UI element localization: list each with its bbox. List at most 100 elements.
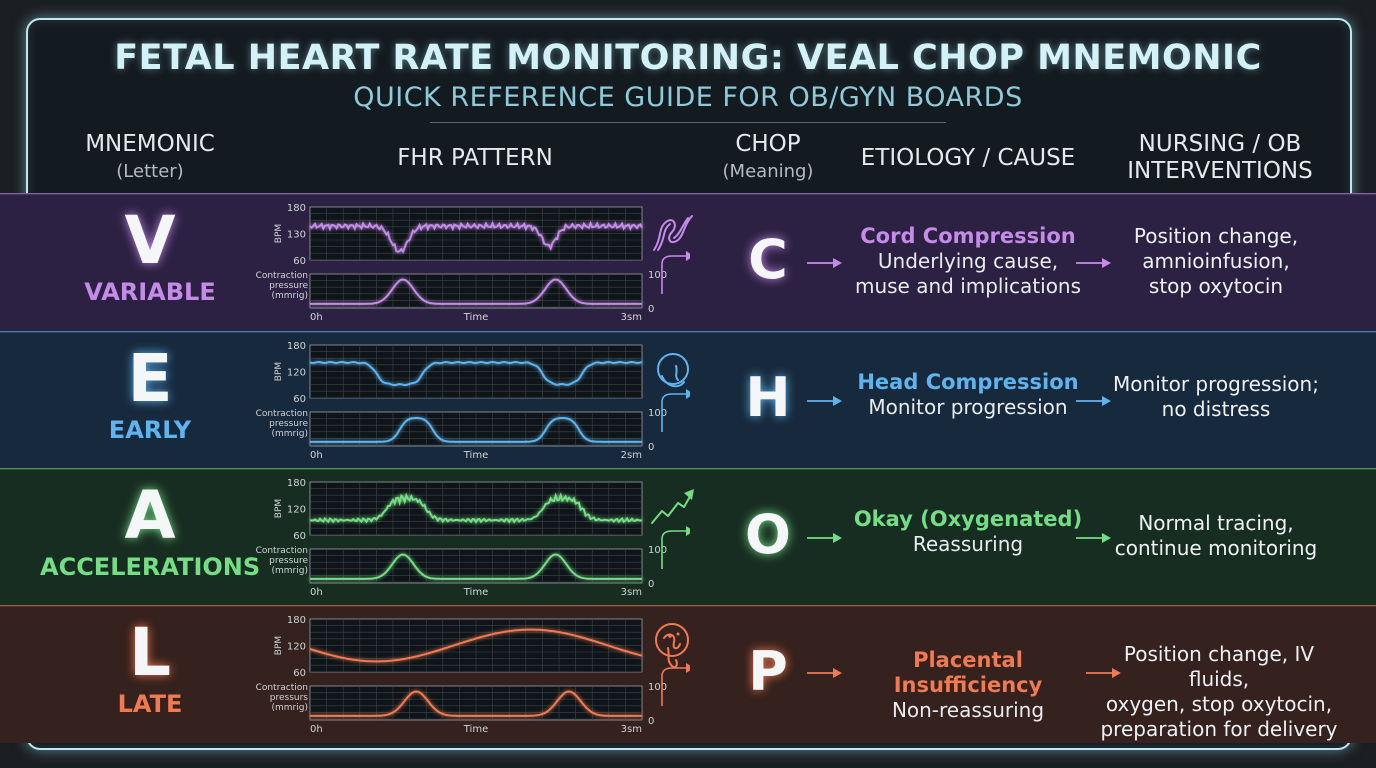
fhr-tick-label: 120	[287, 642, 306, 653]
time-start-label: 0h	[310, 312, 323, 323]
mnemonic-row-accelerations: A ACCELERATIONS 180 120 60 BPM Contraction pres…	[0, 468, 1376, 606]
time-axis-label: Time	[463, 724, 488, 735]
toco-tick-label: 0	[648, 304, 654, 315]
intervention-line: Position change,	[1133, 224, 1299, 248]
intervention-line: Position change, IV fluids,	[1123, 642, 1315, 691]
interventions-cell: Position change, amnioinfusion, stop oxyto…	[1096, 224, 1336, 299]
pattern-icon-wrap	[648, 208, 698, 262]
toco-tick-label: 100	[648, 270, 667, 281]
header-mnemonic-sub: (Letter)	[116, 161, 184, 182]
intervention-line: no distress	[1161, 397, 1271, 421]
connector-arrow	[661, 393, 686, 432]
mnemonic-row-early: E EARLY 180 120 60 BPM Contraction pressure (mmr…	[0, 331, 1376, 469]
time-start-label: 0h	[310, 724, 323, 735]
time-start-label: 0h	[310, 450, 323, 461]
bpm-axis-label: BPM	[274, 499, 284, 518]
etiology-cell: Cord Compression Underlying cause, muse an…	[846, 224, 1090, 299]
intervention-line: stop oxytocin	[1148, 274, 1284, 298]
arrow-to-etiology	[807, 533, 842, 543]
contraction-axis-label: pressure	[269, 419, 308, 429]
contraction-axis-label: (mmrig)	[272, 703, 308, 713]
fhr-trace-line	[309, 220, 643, 254]
bpm-axis-label: BPM	[274, 362, 284, 381]
etiology-cell: Head Compression Monitor progression	[846, 370, 1090, 420]
mnemonic-row-late: L LATE 180 120 60 BPM Contraction pressurs (mmri…	[0, 605, 1376, 743]
arrow-to-etiology	[807, 258, 842, 268]
placenta-icon	[655, 623, 689, 669]
contraction-axis-label: Contraction	[256, 546, 308, 556]
arrow-to-etiology	[807, 396, 842, 406]
fhr-tick-label: 60	[293, 668, 306, 679]
header-etiology: ETIOLOGY / CAUSE	[860, 145, 1076, 171]
header-mnemonic-label: MNEMONIC	[85, 131, 215, 157]
contraction-trace-line	[310, 553, 642, 580]
contraction-axis-label: Contraction	[256, 683, 308, 693]
etiology-cause: Cord Compression	[860, 224, 1076, 248]
page-subtitle: QUICK REFERENCE GUIDE FOR OB/GYN BOARDS	[353, 82, 1023, 113]
contraction-axis-label: (mmrig)	[272, 291, 308, 301]
intervention-line: amnioinfusion,	[1142, 249, 1290, 273]
header-fhr-pattern: FHR PATTERN	[397, 145, 553, 171]
interventions-cell: Normal tracing, continue monitoring	[1096, 511, 1336, 561]
time-axis-label: Time	[463, 587, 488, 598]
fhr-tick-label: 180	[287, 203, 306, 214]
mnemonic-word: EARLY	[108, 416, 192, 444]
fhr-tick-label: 130	[287, 230, 306, 241]
page-title: FETAL HEART RATE MONITORING: VEAL CHOP M…	[114, 38, 1262, 78]
pattern-icon-wrap	[648, 483, 698, 537]
chop-letter: O	[745, 503, 791, 566]
header-nursing: NURSING / OB INTERVENTIONS	[1110, 131, 1330, 185]
pattern-icon-wrap	[648, 620, 698, 674]
contraction-axis-label: Contraction	[256, 409, 308, 419]
header-chop-label: CHOP	[735, 131, 801, 157]
arrow-to-interventions	[1076, 258, 1111, 268]
time-axis-label: Time	[463, 312, 488, 323]
pattern-icon-wrap	[648, 346, 698, 400]
fhr-tick-label: 120	[287, 368, 306, 379]
toco-tick-label: 100	[648, 408, 667, 419]
header-mnemonic: MNEMONIC (Letter)	[60, 131, 240, 185]
fhr-tick-label: 60	[293, 531, 306, 542]
header-chop-sub: (Meaning)	[722, 161, 814, 182]
intervention-line: continue monitoring	[1114, 536, 1318, 560]
intervention-line: oxygen, stop oxytocin,	[1105, 692, 1333, 716]
trend-up-arrow-icon	[651, 489, 694, 524]
contraction-trace-line	[310, 417, 642, 443]
interventions-cell: Position change, IV fluids, oxygen, stop …	[1098, 642, 1340, 742]
etiology-cause: Head Compression	[857, 370, 1079, 394]
mnemonic-word: ACCELERATIONS	[40, 553, 261, 581]
contraction-axis-label: pressure	[269, 556, 308, 566]
bpm-axis-label: BPM	[274, 636, 284, 655]
etiology-cell: Okay (Oxygenated) Reassuring	[846, 507, 1090, 557]
fetal-head-icon	[657, 353, 689, 388]
connector-arrow	[661, 667, 686, 706]
etiology-detail: Non-reassuring	[891, 698, 1045, 722]
time-end-label: 3sm	[621, 724, 642, 735]
mnemonic-letter: A	[124, 477, 176, 554]
arrow-to-interventions	[1076, 396, 1111, 406]
intervention-line: Monitor progression;	[1113, 372, 1319, 396]
contraction-trace-line	[310, 690, 642, 717]
chop-letter: H	[745, 366, 791, 429]
umbilical-cord-icon	[653, 215, 693, 251]
contraction-trace-line	[310, 278, 642, 305]
contraction-axis-label: (mmrig)	[272, 566, 308, 576]
mnemonic-letter: V	[124, 202, 176, 279]
header-chop: CHOP (Meaning)	[700, 131, 836, 185]
header-nursing-line2: INTERVENTIONS	[1127, 158, 1313, 184]
fhr-trace-line	[309, 628, 643, 663]
contraction-axis-label: pressure	[269, 281, 308, 291]
connector-arrow	[661, 530, 686, 569]
chop-letter: P	[748, 640, 788, 703]
contraction-axis-label: (mmrig)	[272, 429, 308, 439]
connector-arrow	[661, 255, 686, 294]
fhr-tick-label: 60	[293, 256, 306, 267]
fhr-tick-label: 180	[287, 615, 306, 626]
toco-tick-label: 100	[648, 682, 667, 693]
chop-letter: C	[748, 228, 788, 291]
header-nursing-line1: NURSING / OB	[1138, 131, 1302, 157]
interventions-cell: Monitor progression; no distress	[1096, 372, 1336, 422]
fhr-trace-line	[309, 492, 643, 524]
mnemonic-row-variable: V VARIABLE 180 130 60 BPM Contraction pressure(…	[0, 193, 1376, 332]
